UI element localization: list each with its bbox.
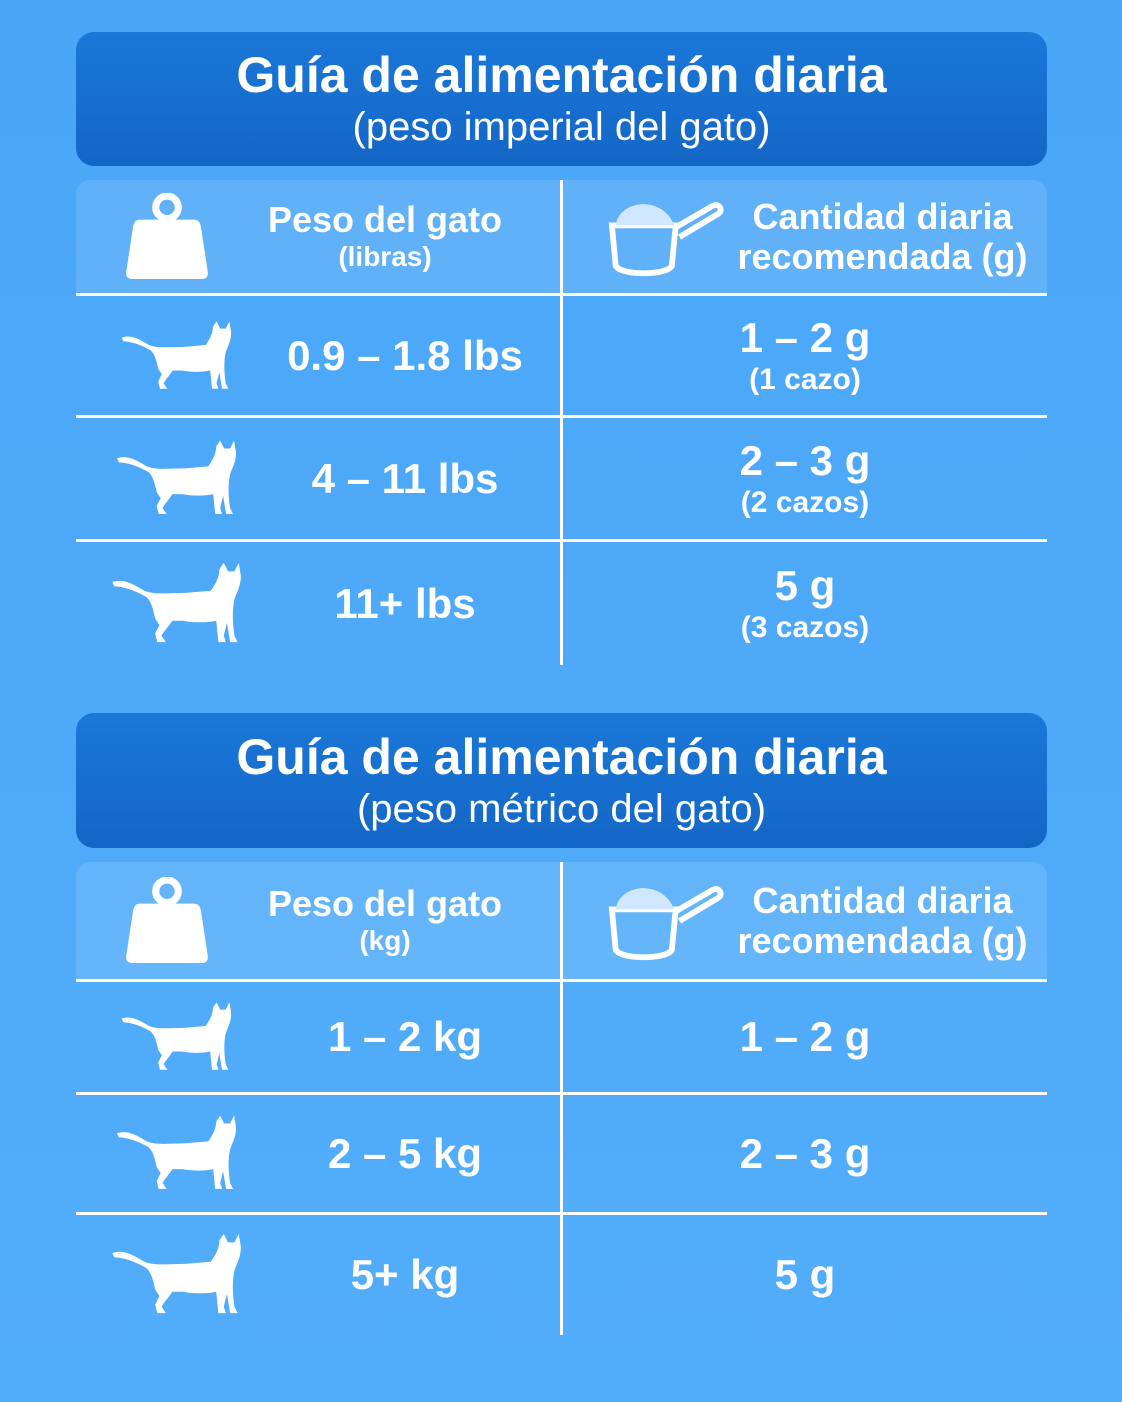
cat-icon [113,437,238,520]
weight-cell: 5+ kg [250,1215,560,1335]
amount-value: 1 – 2 g [739,1013,871,1060]
title-box: Guía de alimentación diaria (peso métrico… [76,713,1047,848]
cat-icon [118,318,233,394]
header-label: recomendada (g) [737,919,1028,961]
amount-value: 2 – 3 g [739,1129,871,1177]
cat-icon-svg [116,440,236,515]
scoop-icon [608,195,726,279]
amount-header: Cantidad diaria recomendada (g) [730,180,1035,293]
hline [76,1212,1047,1215]
scale-icon-svg [126,191,208,279]
amount-cell: 2 – 3 g [563,1095,1047,1212]
amount-cell: 2 – 3 g (2 cazos) [563,418,1047,539]
header-unit: (kg) [359,924,411,956]
weight-cell: 0.9 – 1.8 lbs [250,296,560,415]
scoop-icon-svg [608,201,724,276]
cat-icon-svg [116,1115,236,1190]
weight-cell: 2 – 5 kg [250,1095,560,1212]
cat-icon [108,1230,243,1319]
weight-cell: 1 – 2 kg [250,982,560,1092]
header-unit: (libras) [338,240,432,272]
amount-value: 1 – 2 g [739,313,871,361]
scoop-icon [608,879,726,963]
weight-header: Peso del gato (libras) [220,180,550,293]
amount-value: 5 g [774,561,836,609]
title: Guía de alimentación diaria [236,728,887,785]
weight-cell: 4 – 11 lbs [250,418,560,539]
amount-note: (1 cazo) [749,362,861,396]
hline [76,1092,1047,1095]
weight-value: 2 – 5 kg [327,1129,483,1177]
amount-note: (3 cazos) [740,610,870,644]
subtitle: (peso imperial del gato) [352,105,771,149]
cat-icon-svg [111,562,241,643]
header-label: Peso del gato [267,882,503,924]
scale-icon [126,191,208,281]
hline [76,979,1047,982]
cat-icon-svg [111,1234,241,1314]
amount-header: Cantidad diaria recomendada (g) [730,862,1035,979]
header-label: Cantidad diaria [752,195,1013,237]
vline [560,862,563,1335]
weight-value: 5+ kg [350,1251,460,1298]
header-label: Cantidad diaria [752,879,1013,921]
hline [76,539,1047,542]
cat-icon [108,559,243,648]
cat-icon-svg [121,1002,231,1070]
weight-value: 1 – 2 kg [327,1013,483,1060]
subtitle: (peso métrico del gato) [356,786,767,831]
scale-icon-svg [126,875,208,963]
weight-value: 4 – 11 lbs [311,454,499,502]
title-box: Guía de alimentación diaria (peso imperia… [76,32,1047,166]
amount-value: 5 g [774,1251,836,1298]
cat-icon [118,999,233,1075]
header-label: recomendada (g) [737,235,1028,277]
amount-cell: 1 – 2 g (1 cazo) [563,296,1047,415]
hline [76,293,1047,296]
header-label: Peso del gato [267,198,503,240]
weight-header: Peso del gato (kg) [220,862,550,979]
amount-cell: 5 g [563,1215,1047,1335]
amount-cell: 1 – 2 g [563,982,1047,1092]
weight-cell: 11+ lbs [250,542,560,665]
title: Guía de alimentación diaria [236,47,887,103]
scale-icon [126,875,208,965]
amount-note: (2 cazos) [740,485,870,519]
weight-value: 0.9 – 1.8 lbs [287,331,523,379]
scoop-icon-svg [608,885,724,960]
vline [560,180,563,665]
amount-cell: 5 g (3 cazos) [563,542,1047,665]
cat-icon [113,1112,238,1195]
amount-value: 2 – 3 g [739,436,871,484]
cat-icon-svg [121,320,231,389]
weight-value: 11+ lbs [334,579,476,627]
hline [76,415,1047,418]
